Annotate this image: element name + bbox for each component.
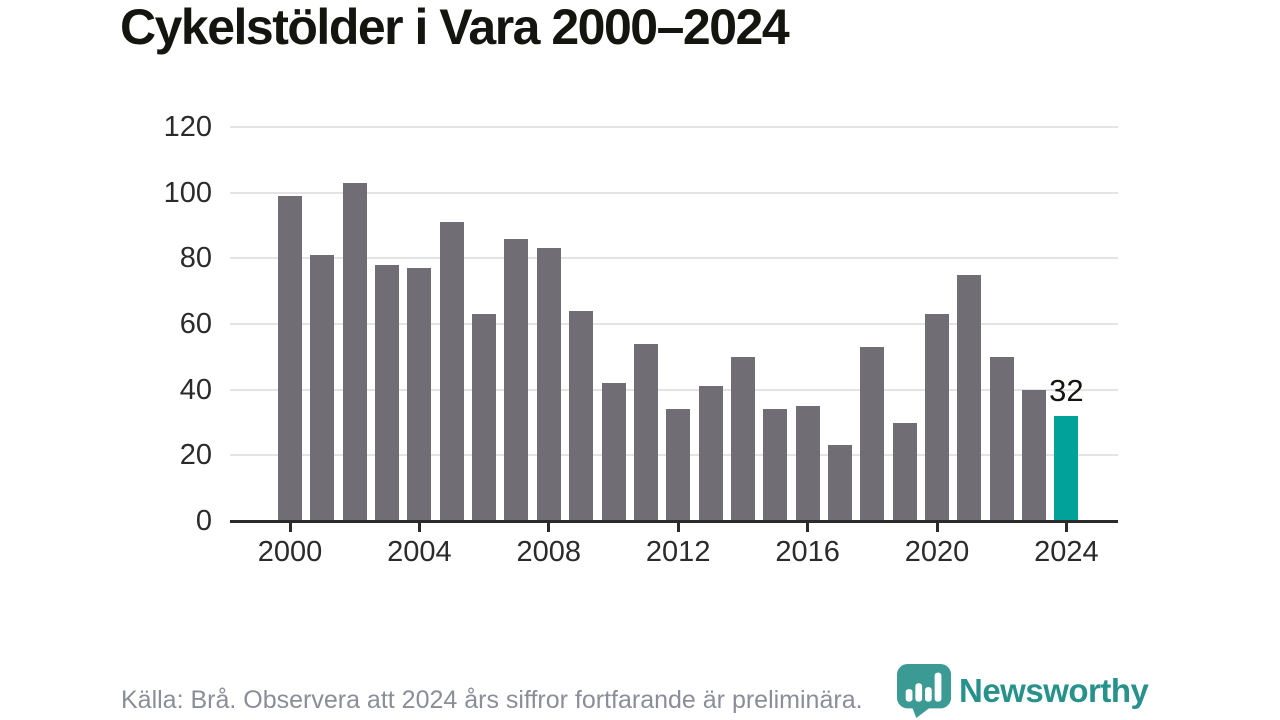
logo-chart-bar [915, 683, 922, 701]
bar-2014 [731, 357, 755, 521]
x-tick-2012 [677, 523, 680, 532]
x-tick-label-2016: 2016 [775, 536, 840, 569]
x-tick-2024 [1065, 523, 1068, 532]
bar-2004 [407, 268, 431, 521]
y-tick-label-80: 80 [110, 242, 212, 274]
x-tick-label-2012: 2012 [646, 536, 711, 569]
x-tick-2008 [547, 523, 550, 532]
bar-2016 [796, 406, 820, 521]
logo-chart-bar [906, 689, 913, 702]
y-axis-labels: 020406080100120 [110, 127, 212, 521]
x-tick-2020 [936, 523, 939, 532]
y-tick-label-0: 0 [110, 505, 212, 537]
y-tick-label-60: 60 [110, 308, 212, 340]
bar-2019 [893, 423, 917, 522]
x-tick-label-2008: 2008 [517, 536, 582, 569]
y-tick-label-120: 120 [110, 111, 212, 143]
bar-2005 [440, 222, 464, 521]
bar-2006 [472, 314, 496, 521]
y-tick-label-40: 40 [110, 374, 212, 406]
bar-2015 [763, 409, 787, 521]
x-tick-2016 [806, 523, 809, 532]
bar-value-label: 32 [1049, 373, 1083, 409]
bar-2020 [925, 314, 949, 521]
bar-2024 [1054, 416, 1078, 521]
x-tick-label-2020: 2020 [905, 536, 970, 569]
bar-2001 [310, 255, 334, 521]
bar-2022 [990, 357, 1014, 521]
bar-2012 [666, 409, 690, 521]
x-tick-label-2024: 2024 [1034, 536, 1099, 569]
bar-2002 [343, 183, 367, 521]
bar-2021 [957, 275, 981, 521]
y-tick-label-20: 20 [110, 439, 212, 471]
bar-2010 [602, 383, 626, 521]
x-axis-line [230, 520, 1118, 523]
page-title: Cykelstölder i Vara 2000–2024 [120, 0, 788, 58]
bar-2007 [504, 239, 528, 521]
bar-2009 [569, 311, 593, 521]
y-tick-label-100: 100 [110, 177, 212, 209]
bar-2017 [828, 445, 852, 521]
plot-area: 200020042008201220162020202432 [230, 127, 1118, 521]
newsworthy-logo: Newsworthy [896, 663, 1148, 719]
x-tick-label-2004: 2004 [387, 536, 452, 569]
x-tick-label-2000: 2000 [258, 536, 323, 569]
newsworthy-logo-text: Newsworthy [959, 672, 1148, 710]
bar-2023 [1022, 390, 1046, 521]
bar-2018 [860, 347, 884, 521]
x-tick-2004 [418, 523, 421, 532]
x-tick-2000 [289, 523, 292, 532]
source-note: Källa: Brå. Observera att 2024 års siffr… [121, 686, 863, 715]
bar-2000 [278, 196, 302, 521]
bar-2011 [634, 344, 658, 521]
logo-chart-bar [935, 673, 942, 702]
logo-chart-bar [925, 687, 932, 701]
bar-2003 [375, 265, 399, 521]
newsworthy-logo-icon [896, 663, 954, 719]
bar-2008 [537, 248, 561, 521]
bar-2013 [699, 386, 723, 521]
gridline-120 [230, 126, 1118, 128]
